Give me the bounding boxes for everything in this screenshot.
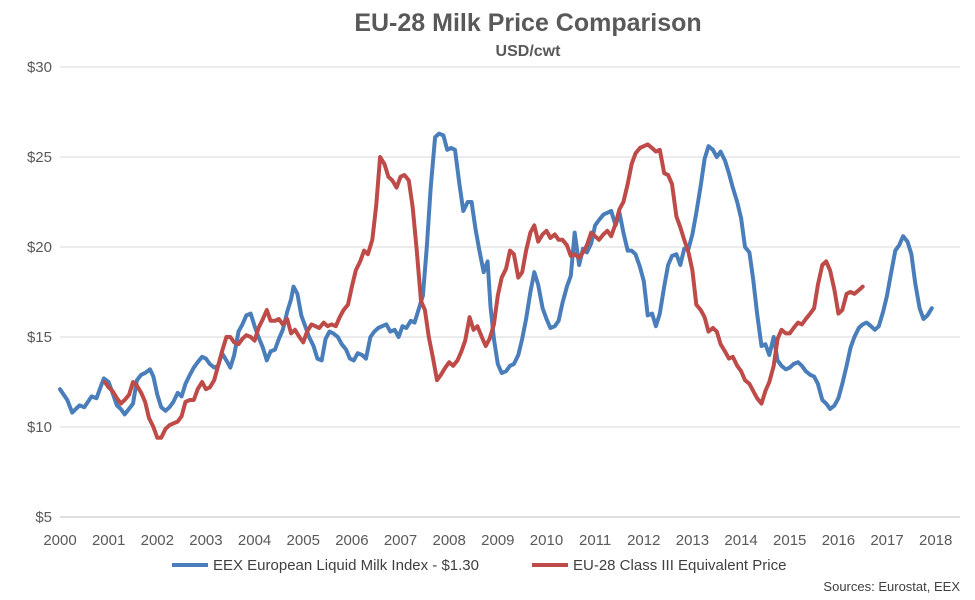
x-tick-label: 2012 (627, 532, 660, 549)
y-axis-ticks: $5 $10 $15 $20 $25 $30 (27, 59, 52, 526)
x-tick-label: 2007 (384, 532, 417, 549)
x-tick-label: 2004 (238, 532, 271, 549)
series-line-0 (58, 131, 934, 417)
chart-title: EU-28 Milk Price Comparison (354, 9, 701, 37)
legend-label-class-iii: EU-28 Class III Equivalent Price (573, 557, 786, 574)
x-tick-label: 2010 (530, 532, 563, 549)
x-tick-label: 2018 (919, 532, 952, 549)
y-tick-label: $30 (27, 59, 52, 76)
series-line-1 (102, 142, 865, 440)
x-tick-label: 2011 (579, 532, 611, 549)
y-tick-label: $5 (35, 509, 52, 526)
x-tick-label: 2005 (287, 532, 320, 549)
x-tick-label: 2016 (822, 532, 855, 549)
x-tick-label: 2017 (870, 532, 903, 549)
y-tick-label: $20 (27, 239, 52, 256)
source-note: Sources: Eurostat, EEX (823, 579, 960, 594)
x-tick-label: 2013 (676, 532, 709, 549)
legend: EEX European Liquid Milk Index - $1.30 E… (172, 557, 786, 574)
y-tick-label: $25 (27, 149, 52, 166)
y-tick-label: $10 (27, 419, 52, 436)
x-tick-label: 2015 (773, 532, 806, 549)
x-axis: 2000 2001 2002 2003 2004 2005 2006 2007 2008 2009… (43, 532, 952, 549)
x-tick-label: 2009 (481, 532, 514, 549)
legend-label-eex: EEX European Liquid Milk Index - $1.30 (213, 557, 479, 574)
x-tick-label: 2001 (92, 532, 125, 549)
x-tick-label: 2002 (141, 532, 174, 549)
series-layer (58, 131, 934, 440)
x-tick-label: 2006 (335, 532, 368, 549)
x-tick-label: 2003 (189, 532, 222, 549)
x-tick-label: 2014 (724, 532, 757, 549)
x-tick-label: 2000 (43, 532, 76, 549)
gridlines (60, 66, 960, 518)
y-tick-label: $15 (27, 329, 52, 346)
chart-subtitle: USD/cwt (496, 43, 562, 60)
x-tick-label: 2008 (433, 532, 466, 549)
